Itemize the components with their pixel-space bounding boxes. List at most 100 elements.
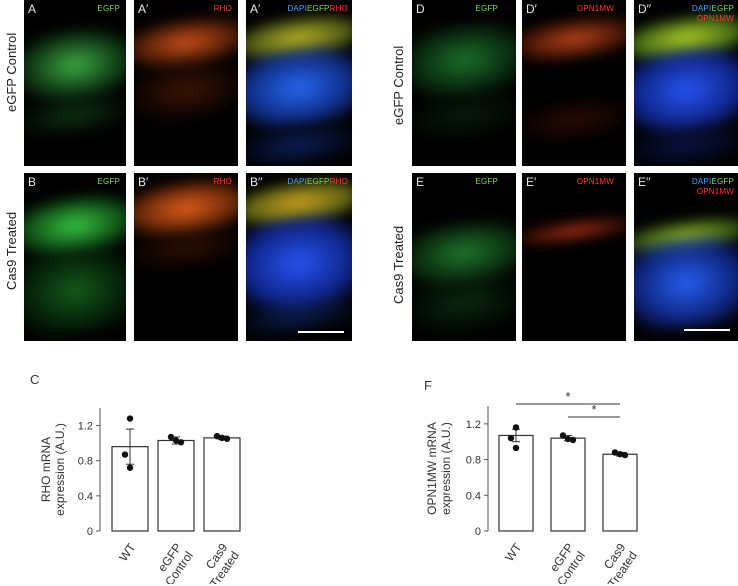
channel-tag: EGFP [307,177,330,186]
x-tick-label: eGFPControl [151,541,196,584]
channel-tag: DAPI [691,4,712,13]
channel-tag: DAPI [691,177,712,186]
y-axis-label-line: RHO mRNA [39,437,53,502]
channel-tag: EGFP [97,4,120,13]
panel-letter: A′ [250,2,261,16]
panel-letter: E′ [526,175,537,189]
panel-letter: E′′ [638,175,651,189]
panel-letter: D′ [526,2,537,16]
bar [550,437,586,532]
y-tick-label: 1.2 [466,419,481,431]
data-point [126,464,134,471]
panel-letter: B′′ [250,175,263,189]
data-point [167,433,175,441]
channel-tag: EGFP [97,177,120,186]
x-tick-label: Cas9Treated [594,540,641,584]
micrograph-panel-a-prime: A′ RHO [134,0,238,166]
channel-tag: OPN1MW [696,187,734,196]
bar [602,453,638,532]
y-axis-label-line: expression (A.U.) [439,422,453,515]
micrograph-panel-a-double-prime: A′ DAPIEGFPRHO [246,0,352,166]
row-label-egfp-control-right: eGFP Control [391,45,406,125]
panel-letter: B′ [138,175,149,189]
micrograph-panel-d-prime: D′ OPN1MW [522,0,626,166]
channel-tag: OPN1MW [696,14,734,23]
y-axis-label-line: expression (A.U.) [53,423,67,516]
micrograph-panel-b: B EGFP [24,173,126,341]
data-point [507,434,515,442]
y-tick-label: 0.4 [466,490,481,502]
chart-panel-letter-f: F [424,378,432,393]
rho-mrna-bar-chart: 0 0.4 0.8 1.2 RHO mRNAexpression (A.U.) WT eGF… [39,408,243,584]
data-point [611,449,619,456]
chart-panel-letter-c: C [30,372,40,387]
panel-letter: D′′ [638,2,652,16]
micrograph-panel-d-double-prime: D′′ DAPIEGFP OPN1MW [634,0,738,166]
micrograph-panel-e: E EGFP [412,173,516,341]
channel-tag: DAPI [287,4,308,13]
x-tick-label: eGFPControl [543,541,588,584]
data-point [512,444,520,452]
panel-letter: A [28,2,37,16]
scale-bar [684,329,730,331]
data-point [559,432,567,439]
panel-letter: E [416,175,425,189]
channel-tag: OPN1MW [576,4,614,13]
opn1mw-mrna-bar-chart: 0 0.4 0.8 1.2 OPN1MW mRNAexpression (A.U.) WT… [425,392,641,584]
micrograph-panel-b-double-prime: B′′ DAPIEGFPRHO [246,173,352,341]
channel-tag: RHO [213,177,232,186]
channel-tag: RHO [329,4,348,13]
row-label-cas9-treated-right: Cas9 Treated [391,225,406,304]
bar [203,437,241,532]
data-point [121,451,129,458]
bar [157,439,195,532]
data-point [223,435,231,442]
data-point [126,415,134,422]
y-tick-label: 0 [87,526,93,538]
channel-tag: EGFP [475,177,498,186]
significance-label: * [591,402,596,417]
channel-tag: RHO [329,177,348,186]
data-point [172,437,180,444]
x-tick-label: WT [116,540,139,564]
micrograph-panel-a: A EGFP [24,0,126,166]
scale-bar [298,331,344,333]
data-point [569,436,577,444]
panel-letter: B [28,175,37,189]
x-tick-label-line: WT [502,540,525,564]
data-point [621,451,629,459]
row-label-egfp-control-left: eGFP Control [4,32,19,112]
channel-tag: EGFP [711,4,734,13]
y-axis-label-line: OPN1MW mRNA [425,422,439,515]
x-tick-label: Cas9Treated [196,540,243,584]
data-point [177,439,185,446]
micrograph-panel-e-double-prime: E′′ DAPIEGFP OPN1MW [634,173,738,341]
channel-tag: EGFP [307,4,330,13]
y-tick-label: 1.2 [78,421,93,433]
data-point [213,432,221,440]
x-tick-label-line: WT [116,540,139,564]
channel-tag: DAPI [287,177,308,186]
micrograph-panel-e-prime: E′ OPN1MW [522,173,626,341]
x-tick-label: WT [502,540,525,564]
micrograph-panel-b-prime: B′ RHO [134,173,238,341]
channel-tag: OPN1MW [576,177,614,186]
data-point [512,424,520,431]
panel-letter: A′ [138,2,149,16]
data-point [616,451,624,458]
y-axis-label: RHO mRNAexpression (A.U.) [39,423,67,516]
y-tick-label: 0.8 [78,456,93,468]
channel-tag: RHO [213,4,232,13]
panel-letter: D [416,2,425,16]
y-tick-label: 0 [475,526,481,538]
y-tick-label: 0.8 [466,455,481,467]
y-tick-label: 0.4 [78,491,93,503]
significance-label: * [565,392,570,404]
data-point [218,434,226,442]
data-point [564,435,572,443]
channel-tag: EGFP [475,4,498,13]
row-label-cas9-treated-left: Cas9 Treated [4,211,19,290]
y-axis-label: OPN1MW mRNAexpression (A.U.) [425,422,453,515]
micrograph-panel-d: D EGFP [412,0,516,166]
channel-tag: EGFP [711,177,734,186]
